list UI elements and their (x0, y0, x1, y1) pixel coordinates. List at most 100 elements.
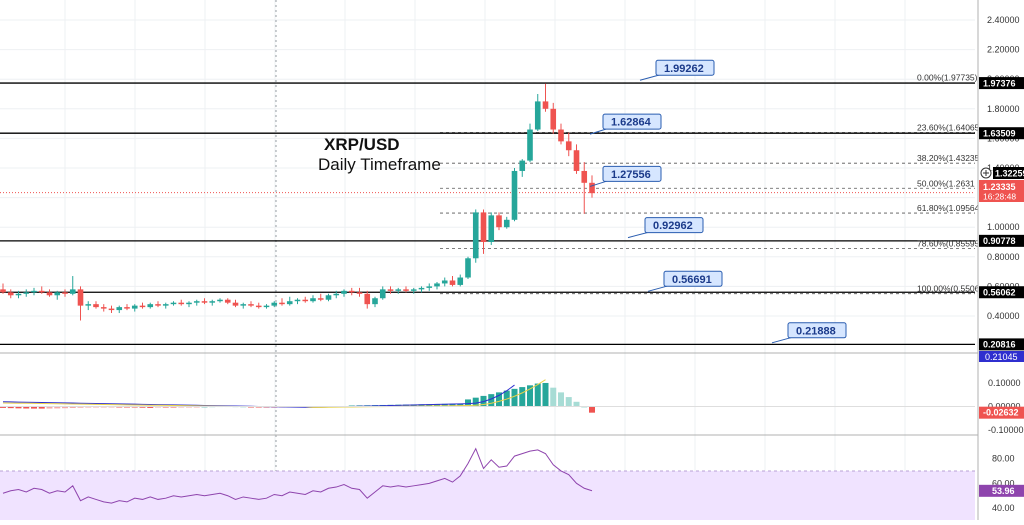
candle-body (93, 304, 99, 308)
candle-body (69, 289, 76, 294)
candle-body (217, 299, 223, 302)
macd-histogram-bar (542, 382, 549, 407)
candle-body (15, 293, 22, 296)
macd-histogram-bar (77, 406, 84, 408)
macd-panel (0, 379, 975, 413)
level-price-tag-bg (979, 234, 1024, 247)
level-price-tag: 1.63509 (983, 128, 1016, 138)
candle-body (162, 304, 169, 306)
price-axis-tick: 1.80000 (987, 104, 1020, 114)
price-axis-tick: 2.40000 (987, 15, 1020, 25)
grid-layer (0, 0, 975, 520)
crosshair-price-label: 1.32259 (995, 169, 1024, 179)
fib-levels: 0.00%(1.97735) 23.60%(1.64065) 38.20%(1.43… (0, 73, 987, 295)
candle-body (193, 301, 200, 303)
candle-body (62, 292, 68, 294)
macd-histogram-bar (46, 406, 53, 409)
candle-body (573, 150, 580, 171)
candle-body (410, 289, 417, 291)
rsi-axis-tick: 40.00 (992, 503, 1015, 513)
candle-body (449, 280, 456, 285)
macd-axis-tick: -0.10000 (988, 425, 1024, 435)
candle-body (527, 129, 533, 161)
macd-histogram-bar (573, 401, 580, 407)
candle-body (108, 308, 115, 311)
macd-histogram-bar (15, 406, 22, 409)
macd-histogram-bar (472, 397, 479, 407)
macd-axis-tag: 0.21045 (985, 352, 1018, 362)
candle-body (348, 290, 355, 293)
rsi-current-tag-bg (979, 484, 1024, 497)
candle-body (457, 277, 464, 285)
candle-body (418, 287, 425, 290)
macd-histogram-bar (558, 392, 564, 407)
price-axis-tick: 1.00000 (987, 222, 1020, 232)
macd-histogram-bar (426, 404, 433, 407)
level-price-tag: 1.97376 (983, 78, 1016, 88)
candle-body (224, 299, 231, 303)
candle-body (550, 108, 557, 130)
candle-countdown: 16:28:48 (983, 192, 1016, 202)
level-price-tag-bg (979, 77, 1024, 90)
candle-body (232, 302, 239, 306)
macd-histogram-bar (496, 392, 502, 407)
candle-body (263, 305, 270, 308)
callout-box (655, 59, 715, 76)
candle-body (589, 182, 595, 194)
candle-body (31, 290, 37, 293)
macd-histogram-bar (54, 406, 61, 409)
callout-label: 0.21888 (796, 325, 836, 337)
macd-histogram-bar (449, 403, 456, 407)
candle-body (511, 170, 518, 220)
macd-histogram-bar (418, 404, 425, 407)
macd-histogram-bar (488, 394, 495, 407)
price-axis-tick: 2.20000 (987, 45, 1020, 55)
candle-body (372, 298, 378, 305)
candle-body (255, 305, 262, 308)
candle-body (434, 283, 440, 287)
candle-body (542, 101, 549, 109)
callout-label: 1.99262 (664, 63, 704, 75)
macd-histogram-bar (85, 406, 92, 408)
fib-label: 23.60%(1.64065) (917, 122, 982, 132)
macd-histogram-bar (457, 403, 464, 407)
macd-histogram-bar (565, 397, 572, 407)
fib-label: 0.00%(1.97735) (917, 73, 978, 83)
rsi-panel (0, 447, 975, 521)
candle-body (116, 307, 123, 311)
callout-label: 1.62864 (611, 117, 652, 129)
candle-body (170, 302, 177, 305)
fib-label: 50.00%(1.2631 (917, 178, 975, 188)
level-price-tag: 0.20816 (983, 340, 1016, 350)
candle-body (240, 304, 247, 306)
price-callouts: 1.99262 1.62864 1.27556 0.92962 0.56691 0.218… (589, 59, 847, 344)
candle-body (317, 298, 324, 300)
macd-histogram-bar (69, 406, 76, 408)
level-price-tag-bg (979, 127, 1024, 140)
callout-box (663, 270, 723, 287)
candle-body (54, 292, 61, 296)
chart-subtitle: Daily Timeframe (318, 155, 441, 174)
rsi-axis-tick: 60.00 (992, 478, 1015, 488)
candle-body (496, 215, 502, 228)
price-axis-tick: 0.40000 (987, 311, 1020, 321)
rsi-band (0, 470, 975, 521)
candle-body (248, 304, 254, 306)
callout-box (787, 322, 847, 339)
macd-axis-tick: 0.10000 (988, 378, 1021, 388)
rsi-axis-tick: 80.00 (992, 454, 1015, 464)
macd-histogram-bar (511, 388, 518, 407)
price-axis-tick: 0.80000 (987, 252, 1020, 262)
candle-body (403, 289, 409, 291)
candle-body (201, 301, 208, 303)
fib-label: 61.80%(1.09564) (917, 203, 982, 213)
candle-body (387, 289, 394, 291)
candle-body (294, 299, 301, 302)
callout-label: 0.92962 (653, 220, 693, 232)
macd-histogram-bar (131, 406, 138, 408)
fib-label: 100.00%(0.55063) (917, 284, 987, 294)
macd-histogram-bar (0, 406, 6, 408)
macd-histogram-bar (550, 387, 557, 407)
macd-axis-tick: 0.00000 (988, 401, 1021, 411)
